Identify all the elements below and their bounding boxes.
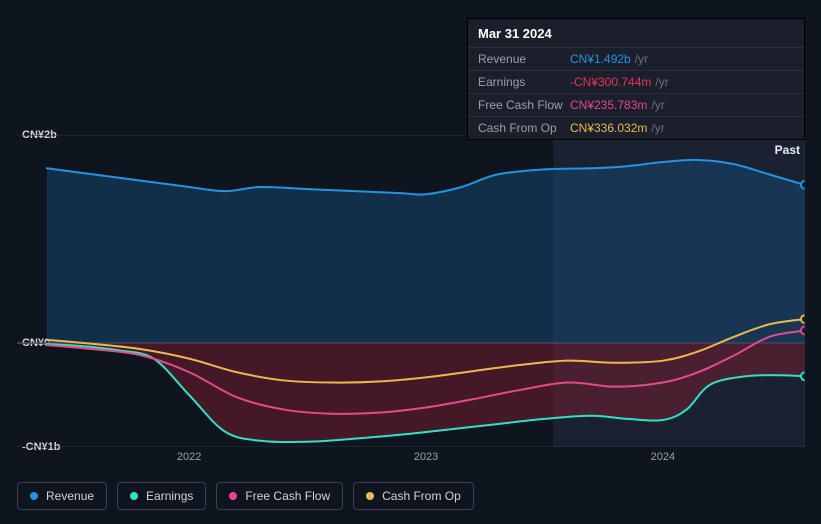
plot-area[interactable] [17,135,805,447]
legend-label: Cash From Op [382,489,461,503]
tooltip-metric-unit: /yr [651,121,664,135]
tooltip-row: Cash From OpCN¥336.032m/yr [468,116,804,139]
tooltip-metric-value: CN¥336.032m [570,121,647,135]
legend-label: Earnings [146,489,193,503]
tooltip-metric-value: CN¥1.492b [570,52,631,66]
legend-label: Free Cash Flow [245,489,330,503]
tooltip-date: Mar 31 2024 [468,19,804,47]
tooltip-row: Earnings-CN¥300.744m/yr [468,70,804,93]
legend-item-cash-from-op[interactable]: Cash From Op [353,482,474,510]
tooltip-metric-unit: /yr [655,75,668,89]
tooltip-metric-unit: /yr [651,98,664,112]
x-axis-label: 2022 [177,451,201,463]
tooltip-metric-unit: /yr [635,52,648,66]
tooltip-row: Free Cash FlowCN¥235.783m/yr [468,93,804,116]
tooltip-metric-label: Free Cash Flow [478,98,570,112]
legend-label: Revenue [46,489,94,503]
legend-dot-icon [130,492,138,500]
legend-dot-icon [366,492,374,500]
legend-dot-icon [30,492,38,500]
tooltip-metric-label: Earnings [478,75,570,89]
legend-item-earnings[interactable]: Earnings [117,482,206,510]
x-axis: 2022 2023 2024 [17,447,805,467]
tooltip-metric-label: Cash From Op [478,121,570,135]
past-label: Past [775,143,800,157]
x-axis-label: 2024 [651,451,675,463]
legend-item-free-cash-flow[interactable]: Free Cash Flow [216,482,343,510]
tooltip-row: RevenueCN¥1.492b/yr [468,47,804,70]
financials-chart[interactable]: CN¥2bCN¥0-CN¥1b Past [17,125,805,447]
legend: Revenue Earnings Free Cash Flow Cash From O… [17,482,474,510]
legend-dot-icon [229,492,237,500]
legend-item-revenue[interactable]: Revenue [17,482,107,510]
x-axis-label: 2023 [414,451,438,463]
data-tooltip: Mar 31 2024 RevenueCN¥1.492b/yrEarnings-… [467,18,805,140]
tooltip-metric-label: Revenue [478,52,570,66]
tooltip-metric-value: -CN¥300.744m [570,75,651,89]
tooltip-metric-value: CN¥235.783m [570,98,647,112]
